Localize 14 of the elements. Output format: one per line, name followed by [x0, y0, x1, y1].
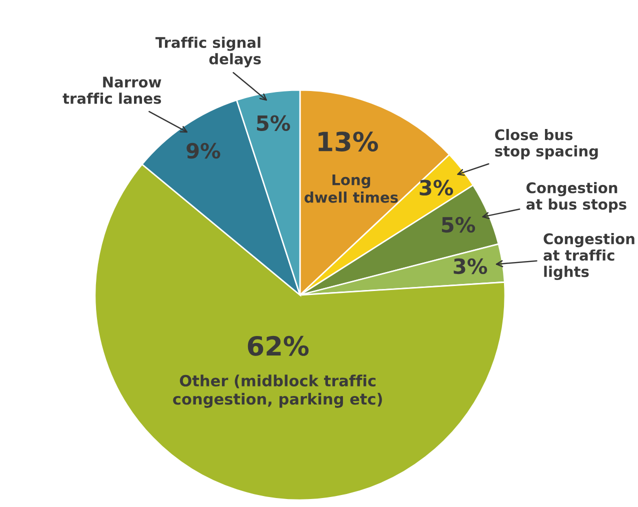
- slice-label: Congestion at bus stops: [526, 182, 626, 213]
- slice-label: Congestion at traffic lights: [544, 233, 634, 280]
- slice-label: Narrow traffic lanes: [62, 76, 162, 104]
- data-label: 3%: [454, 258, 488, 274]
- data-label: 13%: [318, 132, 378, 152]
- data-label: 5%: [256, 115, 290, 131]
- data-label: 5%: [442, 216, 476, 233]
- slice-label: Close bus stop spacing: [495, 128, 598, 160]
- data-label: 62%: [248, 336, 309, 356]
- slice-label: Long dwell times: [304, 174, 398, 203]
- data-label: 9%: [186, 142, 220, 159]
- slice-label: Other (midblock traffic congestion, parking etc): [173, 374, 382, 408]
- data-label: 3%: [420, 180, 454, 196]
- slice-label: Traffic signal delays: [155, 36, 261, 68]
